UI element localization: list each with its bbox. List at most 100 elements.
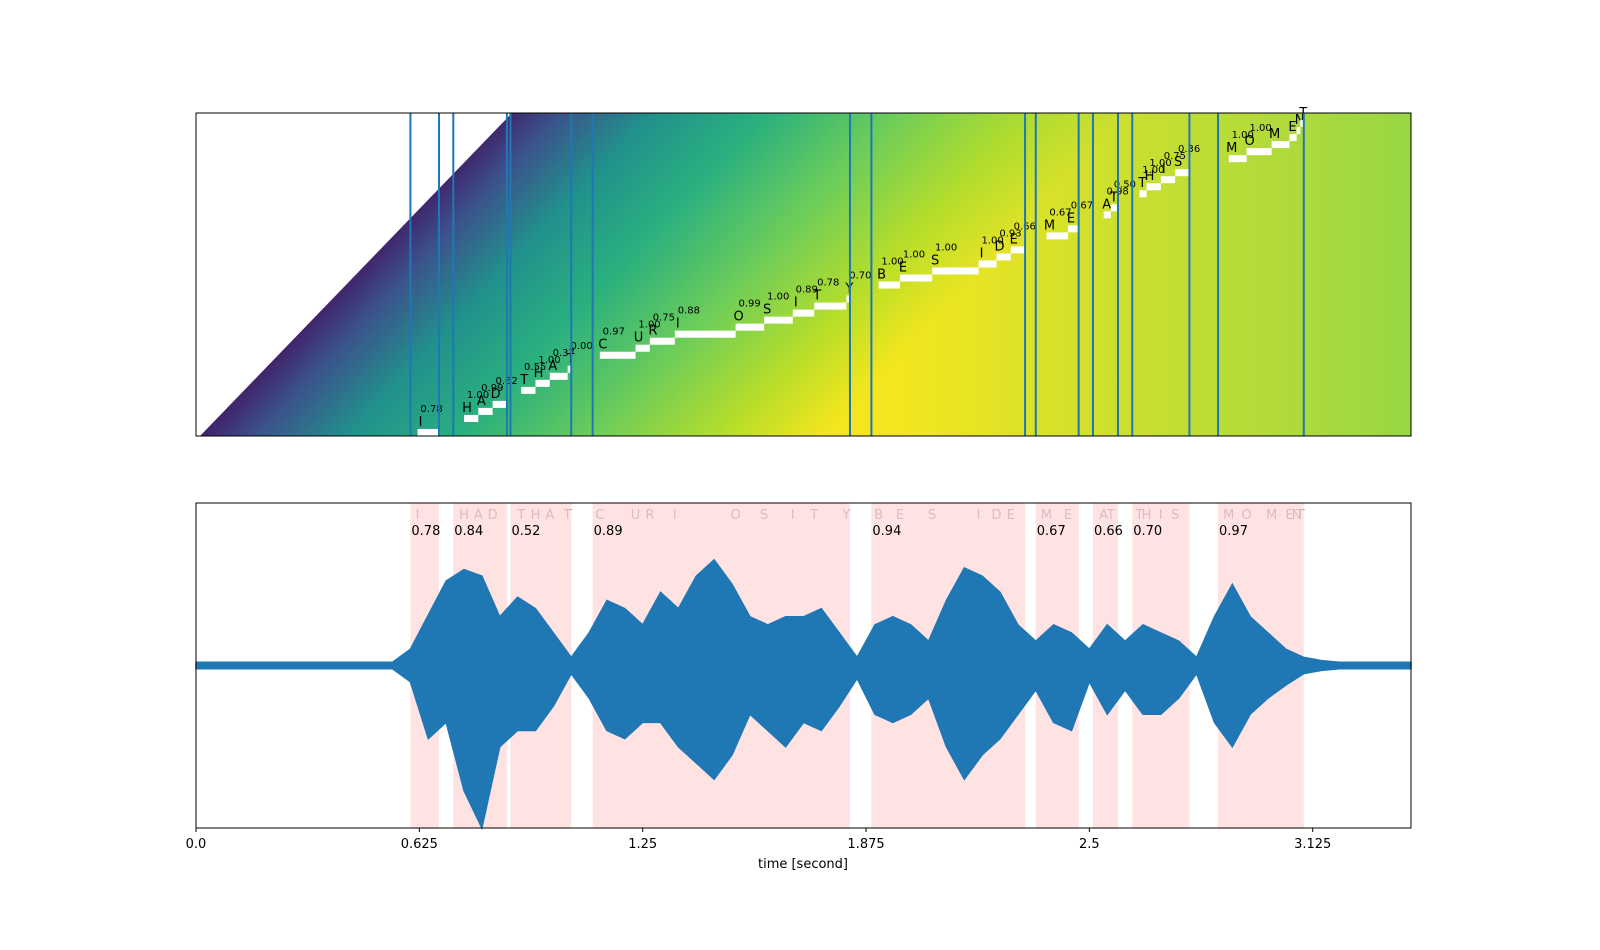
token-score: 1.00 xyxy=(1232,130,1254,141)
token-score: 1.00 xyxy=(1249,123,1271,134)
path-segment xyxy=(464,414,479,422)
token-char: H xyxy=(1145,169,1155,184)
heatmap-empty xyxy=(196,113,512,436)
token-char: I xyxy=(980,246,984,261)
x-axis-label: time [second] xyxy=(758,857,848,872)
path-segment xyxy=(649,337,675,345)
token-score: 0.67 xyxy=(1071,200,1093,211)
token-char: S xyxy=(1174,155,1182,170)
token-score: 1.00 xyxy=(935,242,957,253)
path-segment xyxy=(1067,225,1079,233)
path-segment xyxy=(792,309,815,317)
path-segment xyxy=(492,400,507,408)
token-score: 0.37 xyxy=(553,348,575,359)
token-score: 1.00 xyxy=(981,235,1003,246)
path-segment xyxy=(1296,127,1301,135)
token-score: 1.00 xyxy=(767,292,789,303)
path-segment xyxy=(978,260,997,268)
token-score: 1.00 xyxy=(467,390,489,401)
token-char: D xyxy=(994,239,1004,254)
path-segment xyxy=(996,253,1011,261)
word-score: 0.97 xyxy=(1219,524,1248,539)
x-tick-label: 1.25 xyxy=(628,837,657,852)
path-segment xyxy=(521,386,536,394)
path-segment xyxy=(878,281,900,289)
token-char: T xyxy=(1137,176,1146,191)
token-score: 0.78 xyxy=(817,278,839,289)
token-char: I xyxy=(419,415,423,430)
path-segment xyxy=(1228,155,1247,163)
token-score: 0.70 xyxy=(849,271,871,282)
token-char: M xyxy=(1044,218,1055,233)
word-score: 0.94 xyxy=(872,524,901,539)
path-segment xyxy=(635,344,650,352)
token-char: C xyxy=(598,338,607,353)
token-char: U xyxy=(634,331,644,346)
path-segment xyxy=(764,316,793,324)
path-segment xyxy=(1246,148,1272,156)
word-score: 0.89 xyxy=(594,524,623,539)
token-char: I xyxy=(676,317,680,332)
path-segment xyxy=(1046,232,1068,240)
token-score: 1.00 xyxy=(903,250,925,261)
token-score: 1.00 xyxy=(1149,158,1171,169)
token-char: T xyxy=(1298,106,1307,121)
token-char: D xyxy=(491,387,501,402)
token-char: B xyxy=(877,268,886,283)
token-char: E xyxy=(899,261,907,276)
token-score: 1.00 xyxy=(638,320,660,331)
path-segment xyxy=(846,295,850,303)
token-char: T xyxy=(1109,190,1118,205)
token-score: 0.75 xyxy=(1164,151,1186,162)
token-char: O xyxy=(1245,134,1255,149)
waveform-max xyxy=(195,558,1412,667)
token-score: 0.99 xyxy=(738,299,760,310)
path-segment xyxy=(567,365,572,373)
word-score: 0.84 xyxy=(454,524,483,539)
token-char: E xyxy=(1067,211,1075,226)
path-segment xyxy=(1103,211,1111,219)
token-char: S xyxy=(763,303,771,318)
x-tick-label: 0.0 xyxy=(186,837,207,852)
path-segment xyxy=(417,428,439,436)
token-char: H xyxy=(534,366,544,381)
token-char: M xyxy=(1269,127,1280,142)
token-char: A xyxy=(548,359,557,374)
token-char: E xyxy=(1010,232,1018,247)
path-segment xyxy=(932,267,979,275)
path-segment xyxy=(1271,141,1290,149)
waveform-min xyxy=(195,664,1412,831)
token-char: Y xyxy=(844,282,853,297)
token-char: O xyxy=(733,310,743,325)
token-char: T xyxy=(812,289,821,304)
token-char: R xyxy=(648,324,657,339)
token-score: 0.78 xyxy=(420,404,442,415)
x-tick-label: 2.5 xyxy=(1079,837,1100,852)
token-score: 1.00 xyxy=(1142,165,1164,176)
token-char: I xyxy=(794,296,798,311)
path-segment xyxy=(1010,246,1026,254)
path-segment xyxy=(674,330,736,338)
token-score: 1.00 xyxy=(881,257,903,268)
bottom-axes-frame xyxy=(195,502,1412,829)
token-char: H xyxy=(462,401,472,416)
token-char: M xyxy=(1226,141,1237,156)
word-score: 0.52 xyxy=(511,524,540,539)
token-char: T xyxy=(566,352,575,367)
path-segment xyxy=(1146,183,1161,191)
token-score: 1.00 xyxy=(538,355,560,366)
token-score: 0.89 xyxy=(796,285,818,296)
path-segment xyxy=(1289,134,1297,142)
word-score: 0.66 xyxy=(1094,524,1123,539)
top-axes-frame xyxy=(195,112,1412,437)
token-score: 0.99 xyxy=(481,383,503,394)
token-char: N xyxy=(1295,113,1305,128)
token-score: 0.55 xyxy=(524,362,546,373)
token-char: T xyxy=(519,373,528,388)
token-score: 0.75 xyxy=(653,313,675,324)
token-char: A xyxy=(477,394,486,409)
path-segment xyxy=(1139,190,1147,198)
word-score: 0.67 xyxy=(1037,524,1066,539)
path-segment xyxy=(1300,120,1304,128)
